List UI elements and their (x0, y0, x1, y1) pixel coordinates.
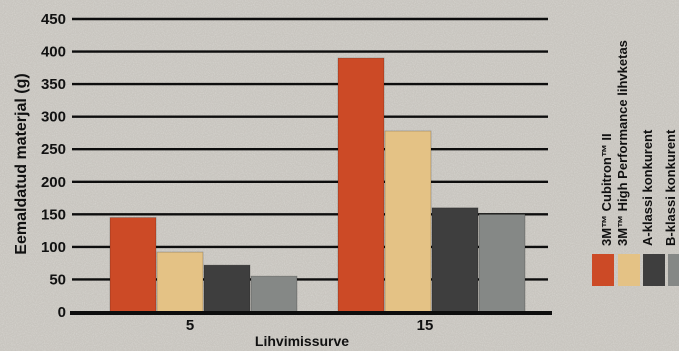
legend-swatch (643, 254, 665, 286)
bar (432, 207, 478, 312)
legend-swatch (592, 254, 614, 286)
y-tick-label: 50 (49, 271, 66, 288)
grid-lines (72, 17, 548, 281)
bar (204, 265, 250, 312)
bar (338, 58, 384, 312)
legend-swatch (618, 254, 640, 286)
y-axis-title: Eemaldatud materjal (g) (13, 73, 30, 254)
y-tick-label: 0 (58, 304, 66, 321)
y-tick-label: 450 (41, 11, 66, 28)
bar (251, 276, 297, 312)
y-tick-label: 350 (41, 76, 66, 93)
bars (109, 57, 526, 313)
legend: 3M™ Cubitron™ II 3M™ High Performance lih… (592, 40, 679, 286)
y-tick-label: 200 (41, 174, 66, 191)
bar (479, 214, 525, 312)
x-axis-title: Lihvimissurve (255, 333, 349, 349)
bar (110, 217, 156, 312)
bar (385, 130, 431, 312)
legend-label: 3M™ High Performance lihvketas (615, 40, 630, 246)
x-tick-label: 5 (186, 317, 194, 334)
legend-swatch (668, 254, 679, 286)
y-tick-label: 400 (41, 44, 66, 61)
y-tick-label: 250 (41, 141, 66, 158)
bar (157, 252, 203, 312)
axes: 0 50 100 150 200 250 300 350 400 450 5 15 Eemaldatud… (13, 11, 552, 349)
y-tick-label: 100 (41, 239, 66, 256)
legend-label: 3M™ Cubitron™ II (599, 133, 614, 246)
legend-label: A-klassi konkurent (640, 129, 655, 246)
legend-label: B-klassi konkurent (663, 129, 678, 246)
x-tick-label: 15 (417, 317, 434, 334)
y-tick-label: 150 (41, 206, 66, 223)
y-tick-label: 300 (41, 109, 66, 126)
